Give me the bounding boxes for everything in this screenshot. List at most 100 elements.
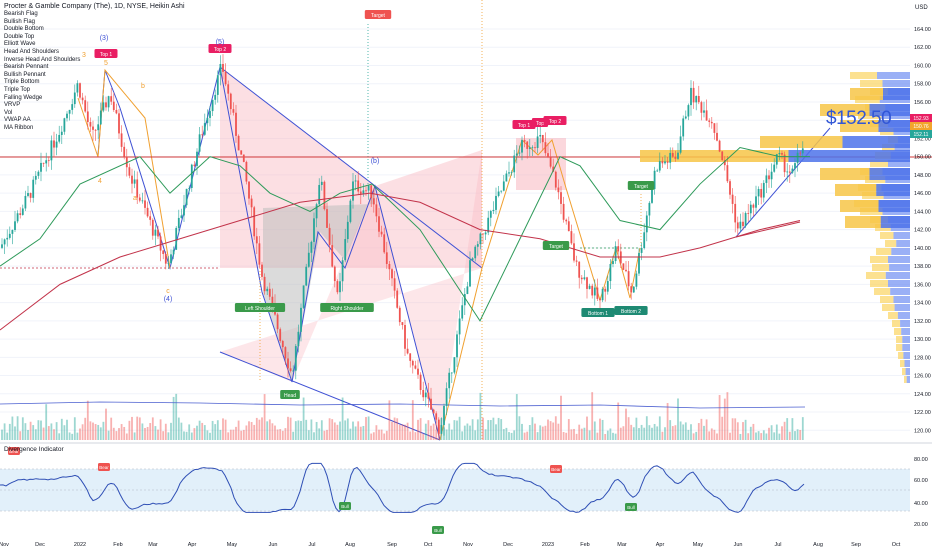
legend-item[interactable]: Triple Bottom [4,79,40,86]
legend-item[interactable]: Head And Shoulders [4,48,60,55]
price-tag-bg [910,122,932,130]
candle-body [570,231,573,244]
candle-body [749,204,752,214]
candle-body [323,181,326,210]
candle-body [448,372,451,389]
legend-item[interactable]: VRVP [4,102,21,109]
volume-bar [115,431,118,440]
candle-body [45,160,48,164]
volume-bar [157,429,159,440]
vrvp-bar-up [898,352,904,359]
vrvp-bar-up [870,256,888,263]
candle-body [573,243,575,261]
candle-body [479,233,482,245]
candle-body [578,261,581,278]
candle-body [391,269,393,279]
volume-bar [110,417,113,440]
candle-body [3,239,6,245]
candle-body [383,234,386,253]
volume-bar [497,417,500,440]
vrvp-bar-up [874,288,891,295]
candle-body [326,209,328,228]
x-tick-label: 2023 [542,542,554,548]
candle-body [671,152,674,157]
legend-item[interactable]: VWAP AA [4,117,31,124]
volume-bar [331,419,334,440]
x-tick-label: 2022 [74,542,86,548]
price-axis[interactable]: 164.00162.00160.00158.00156.00154.00152.… [914,27,931,528]
candle-body [86,111,89,123]
legend-item[interactable]: Bullish Pennant [4,71,46,78]
volume-bar [315,421,318,440]
legend-item[interactable]: Vol [4,109,13,116]
divergence-pane[interactable]: Bear Bear Bull Bull Bear Bull [0,442,932,534]
volume-bar [599,418,601,440]
candle-body [541,134,544,143]
volume-bar [651,427,653,440]
volume-bar [645,416,648,440]
candle-body [747,213,750,214]
candle-body [593,287,596,296]
candle-body [414,365,417,369]
volume-bar [554,416,557,440]
div-y-tick: 60.00 [914,478,928,484]
legend-item[interactable]: Triple Top [4,86,31,93]
candle-body [141,200,144,202]
volume-bar [656,426,659,440]
legend-item[interactable]: Double Bottom [4,26,44,33]
x-tick-label: Aug [345,542,355,548]
legend-item[interactable]: Bearish Flag [4,11,38,17]
volume-bar [310,419,313,440]
candle-body [614,246,617,262]
legend-item[interactable]: MA Ribbon [4,124,34,131]
pattern-tag [364,10,392,19]
vrvp-bar-down [882,80,910,87]
candle-body [206,117,209,124]
volume-bar [84,417,87,440]
x-tick-label: Aug [813,542,823,548]
wave-label: b [141,83,145,90]
legend-item[interactable]: Bearish Pennant [4,64,49,71]
volume-bar [99,427,102,440]
legend-item[interactable]: Inverse Head And Shoulders [4,56,81,63]
volume-bar [232,429,235,440]
candle-body [703,110,705,113]
volume-bar [144,427,146,440]
legend-item[interactable]: Double Top [4,33,35,40]
legend-item[interactable]: Bullish Flag [4,18,36,25]
candle-body [60,131,63,135]
candle-body [762,182,765,198]
wave-label: 4 [98,178,102,185]
volume-bar [97,424,100,440]
candle-body [643,232,646,249]
candle-body [279,329,282,341]
volume-bar [185,431,188,440]
volume-bar [531,417,534,440]
divergence-tag-text: Bear [551,467,561,472]
candle-body [73,92,76,105]
volume-bar [539,425,542,440]
volume-bar [606,430,609,440]
volume-bar [367,416,370,440]
volume-bar [648,425,651,440]
legend-item[interactable]: Falling Wedge [4,94,43,101]
vrvp-bar-up [900,360,905,367]
candle-body [320,181,323,185]
time-axis[interactable]: Nov Dec 2022 Feb Mar Apr May Jun Jul Aug Sep Oct Nov… [0,542,901,548]
candle-body [300,307,302,332]
candle-body [92,126,94,130]
y-tick-label: 126.00 [914,374,931,380]
candle-body [775,154,778,165]
legend-item[interactable]: Elliott Wave [4,41,36,48]
vrvp-bar-down [903,352,910,359]
volume-bar [305,419,308,440]
volume-bar [133,432,136,440]
candle-body [502,181,505,191]
candle-body [474,246,477,259]
indicator-legend[interactable]: Bearish Flag Bullish Flag Double Bottom Dou… [4,11,80,133]
volume-bar [125,433,128,440]
x-tick-label: Mar [148,542,158,548]
volume-bar [666,403,669,440]
volume-bar [151,417,154,440]
